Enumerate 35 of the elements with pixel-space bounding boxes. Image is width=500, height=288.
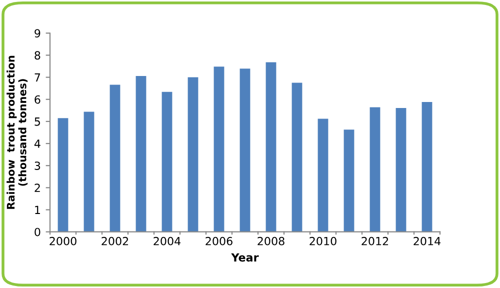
y-tick-label: 0 xyxy=(34,228,40,236)
y-tick-label: 8 xyxy=(34,51,40,60)
bar xyxy=(214,66,224,232)
y-tick-label: 4 xyxy=(34,140,40,148)
bar xyxy=(370,107,380,232)
x-tick-label: 2006 xyxy=(206,236,232,246)
bar xyxy=(292,82,302,232)
x-tick-label: 2010 xyxy=(310,236,336,246)
bar xyxy=(344,130,354,232)
bar xyxy=(58,118,68,232)
y-tick-label: 3 xyxy=(34,162,40,170)
bar xyxy=(422,102,432,232)
x-tick-label: 2014 xyxy=(414,236,441,246)
y-tick-label: 9 xyxy=(34,29,40,38)
bar xyxy=(240,68,250,232)
bar xyxy=(318,118,328,232)
x-tick-label: 2002 xyxy=(102,236,128,246)
bar xyxy=(136,76,146,232)
x-tick-label: 2012 xyxy=(362,236,388,246)
y-tick-label: 1 xyxy=(35,206,40,214)
x-tick-label: 2000 xyxy=(50,236,76,246)
y-axis-title: Rainbow trout production (thousand tonnes) xyxy=(6,56,28,209)
bar xyxy=(188,77,198,232)
bar xyxy=(110,84,120,232)
bar xyxy=(396,108,406,232)
y-tick-label: 5 xyxy=(34,118,40,126)
x-tick-label: 2004 xyxy=(154,236,181,246)
y-tick-label: 2 xyxy=(34,184,40,192)
x-axis-title: Year xyxy=(231,253,259,262)
y-tick-label: 7 xyxy=(34,73,40,82)
bar xyxy=(84,112,94,232)
y-tick-label: 6 xyxy=(34,95,40,104)
x-tick-label: 2008 xyxy=(258,236,284,246)
bar xyxy=(266,62,276,232)
bar xyxy=(162,92,172,232)
